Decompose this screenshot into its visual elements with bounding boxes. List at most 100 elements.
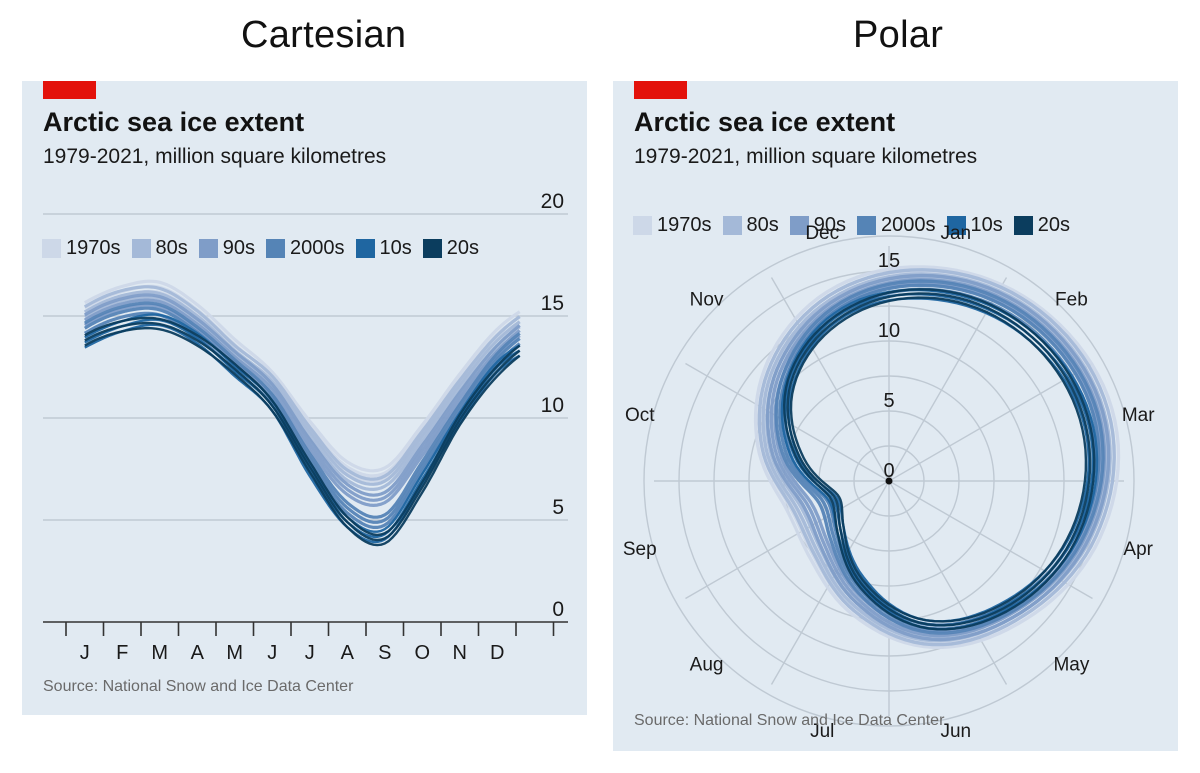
- legend-swatch: [946, 216, 966, 235]
- series-loop-2000s: [778, 283, 1101, 631]
- source-note: Source: National Snow and Ice Data Cente…: [43, 678, 354, 695]
- month-label: Jun: [940, 721, 971, 742]
- legend-label: 90s: [813, 214, 846, 236]
- series-line-80s: [83, 285, 521, 481]
- series-loop-20s: [786, 292, 1092, 627]
- month-label: Nov: [690, 290, 724, 311]
- series-loop-90s: [765, 273, 1111, 642]
- brand-red-bar: [634, 81, 687, 99]
- x-tick-label: A: [191, 642, 205, 664]
- polar-heading: Polar: [853, 14, 944, 56]
- legend-item: 80s: [131, 237, 188, 260]
- legend-label: 80s: [746, 214, 779, 236]
- series-line-2000s: [83, 301, 521, 519]
- spoke: [770, 277, 890, 482]
- x-tick-label: J: [305, 642, 315, 664]
- chart-subtitle: 1979-2021, million square kilometres: [634, 145, 978, 168]
- spoke: [685, 362, 890, 482]
- legend-swatch: [722, 216, 742, 235]
- x-tick-label: F: [116, 642, 128, 664]
- spoke: [888, 362, 1093, 482]
- legend-item: 80s: [722, 214, 779, 237]
- month-label: Aug: [690, 654, 724, 675]
- series-line-2000s: [83, 306, 521, 524]
- legend-label: 80s: [155, 237, 188, 259]
- legend-swatch: [266, 239, 285, 258]
- y-tick-label: 5: [552, 496, 564, 519]
- series-loop-2000s: [774, 279, 1105, 635]
- legend-label: 2000s: [290, 237, 345, 259]
- series-line-20s: [84, 326, 521, 547]
- x-tick-label: N: [453, 642, 467, 664]
- legend-label: 1970s: [66, 237, 121, 259]
- polar-chart-panel: Arctic sea ice extent 1979-2021, million…: [613, 81, 1178, 751]
- legend-label: 20s: [446, 237, 479, 259]
- legend-swatch: [1013, 216, 1033, 235]
- y-tick-label: 20: [541, 190, 564, 213]
- legend: 1970s 80s 90s 2000s 10s 20s: [42, 237, 490, 260]
- series-line-20s: [84, 316, 521, 537]
- legend-label: 90s: [222, 237, 255, 259]
- legend-swatch: [789, 216, 809, 235]
- legend-item: 10s: [946, 214, 1003, 237]
- legend-swatch: [857, 216, 876, 235]
- x-tick-label: O: [414, 642, 430, 664]
- cartesian-chart-panel: Arctic sea ice extent 1979-2021, million…: [22, 81, 587, 715]
- legend-label: 10s: [379, 237, 412, 259]
- series-loop-20s: [783, 288, 1096, 631]
- legend-label: 2000s: [881, 214, 936, 236]
- cartesian-heading: Cartesian: [241, 14, 407, 56]
- month-label: May: [1053, 654, 1089, 675]
- x-tick-label: D: [490, 642, 504, 664]
- month-label: Jul: [810, 721, 834, 742]
- series-line-90s: [83, 303, 521, 507]
- spoke: [888, 480, 1008, 685]
- series-loop-1970s: [753, 265, 1121, 649]
- chart-subtitle: 1979-2021, million square kilometres: [43, 145, 387, 168]
- x-tick-label: J: [267, 642, 277, 664]
- legend-item: 2000s: [266, 237, 345, 260]
- month-label: Apr: [1123, 539, 1153, 560]
- month-label: Mar: [1122, 405, 1155, 426]
- series-loop-80s: [757, 268, 1116, 647]
- legend-item: 20s: [422, 237, 479, 260]
- series-line-80s: [83, 290, 521, 486]
- radial-tick-label: 15: [878, 250, 900, 272]
- series-line-1970s: [84, 279, 521, 473]
- series-line-20s: [84, 321, 521, 542]
- legend-item: 1970s: [633, 214, 712, 237]
- series-line-90s: [83, 298, 521, 502]
- legend-label: 1970s: [657, 214, 712, 236]
- brand-red-bar: [43, 81, 96, 99]
- polar-plot: Jan Feb Mar Apr May Jun Jul Aug Sep Oct Nov Dec 0 5 10…: [623, 223, 1155, 742]
- chart-title: Arctic sea ice extent: [634, 107, 896, 137]
- source-note: Source: National Snow and Ice Data Cente…: [634, 712, 945, 729]
- legend-swatch: [422, 239, 442, 258]
- series-line-90s: [83, 293, 521, 497]
- x-tick-label: J: [80, 642, 90, 664]
- legend: 1970s 80s 90s 2000s 10s 20s: [633, 214, 1081, 237]
- x-tick-label: S: [378, 642, 391, 664]
- x-tick-label: M: [226, 642, 243, 664]
- y-tick-label: 10: [541, 394, 564, 417]
- chart-title: Arctic sea ice extent: [43, 107, 305, 137]
- y-tick-label: 15: [541, 292, 564, 315]
- center-point: [885, 477, 893, 485]
- radial-tick-label: 10: [878, 320, 900, 342]
- legend-swatch: [633, 216, 652, 235]
- legend-item: 1970s: [42, 237, 121, 260]
- radial-ring: [643, 235, 1135, 727]
- legend-swatch: [131, 239, 151, 258]
- legend-label: 10s: [970, 214, 1003, 236]
- month-label: Jan: [940, 223, 971, 244]
- legend-swatch: [355, 239, 375, 258]
- month-label: Sep: [623, 539, 657, 560]
- month-label: Feb: [1055, 290, 1088, 311]
- legend-swatch: [198, 239, 218, 258]
- legend-item: 2000s: [857, 214, 936, 237]
- series-loop-20s: [789, 296, 1088, 623]
- month-label: Oct: [625, 405, 655, 426]
- month-label: Dec: [805, 223, 839, 244]
- legend-item: 10s: [355, 237, 412, 260]
